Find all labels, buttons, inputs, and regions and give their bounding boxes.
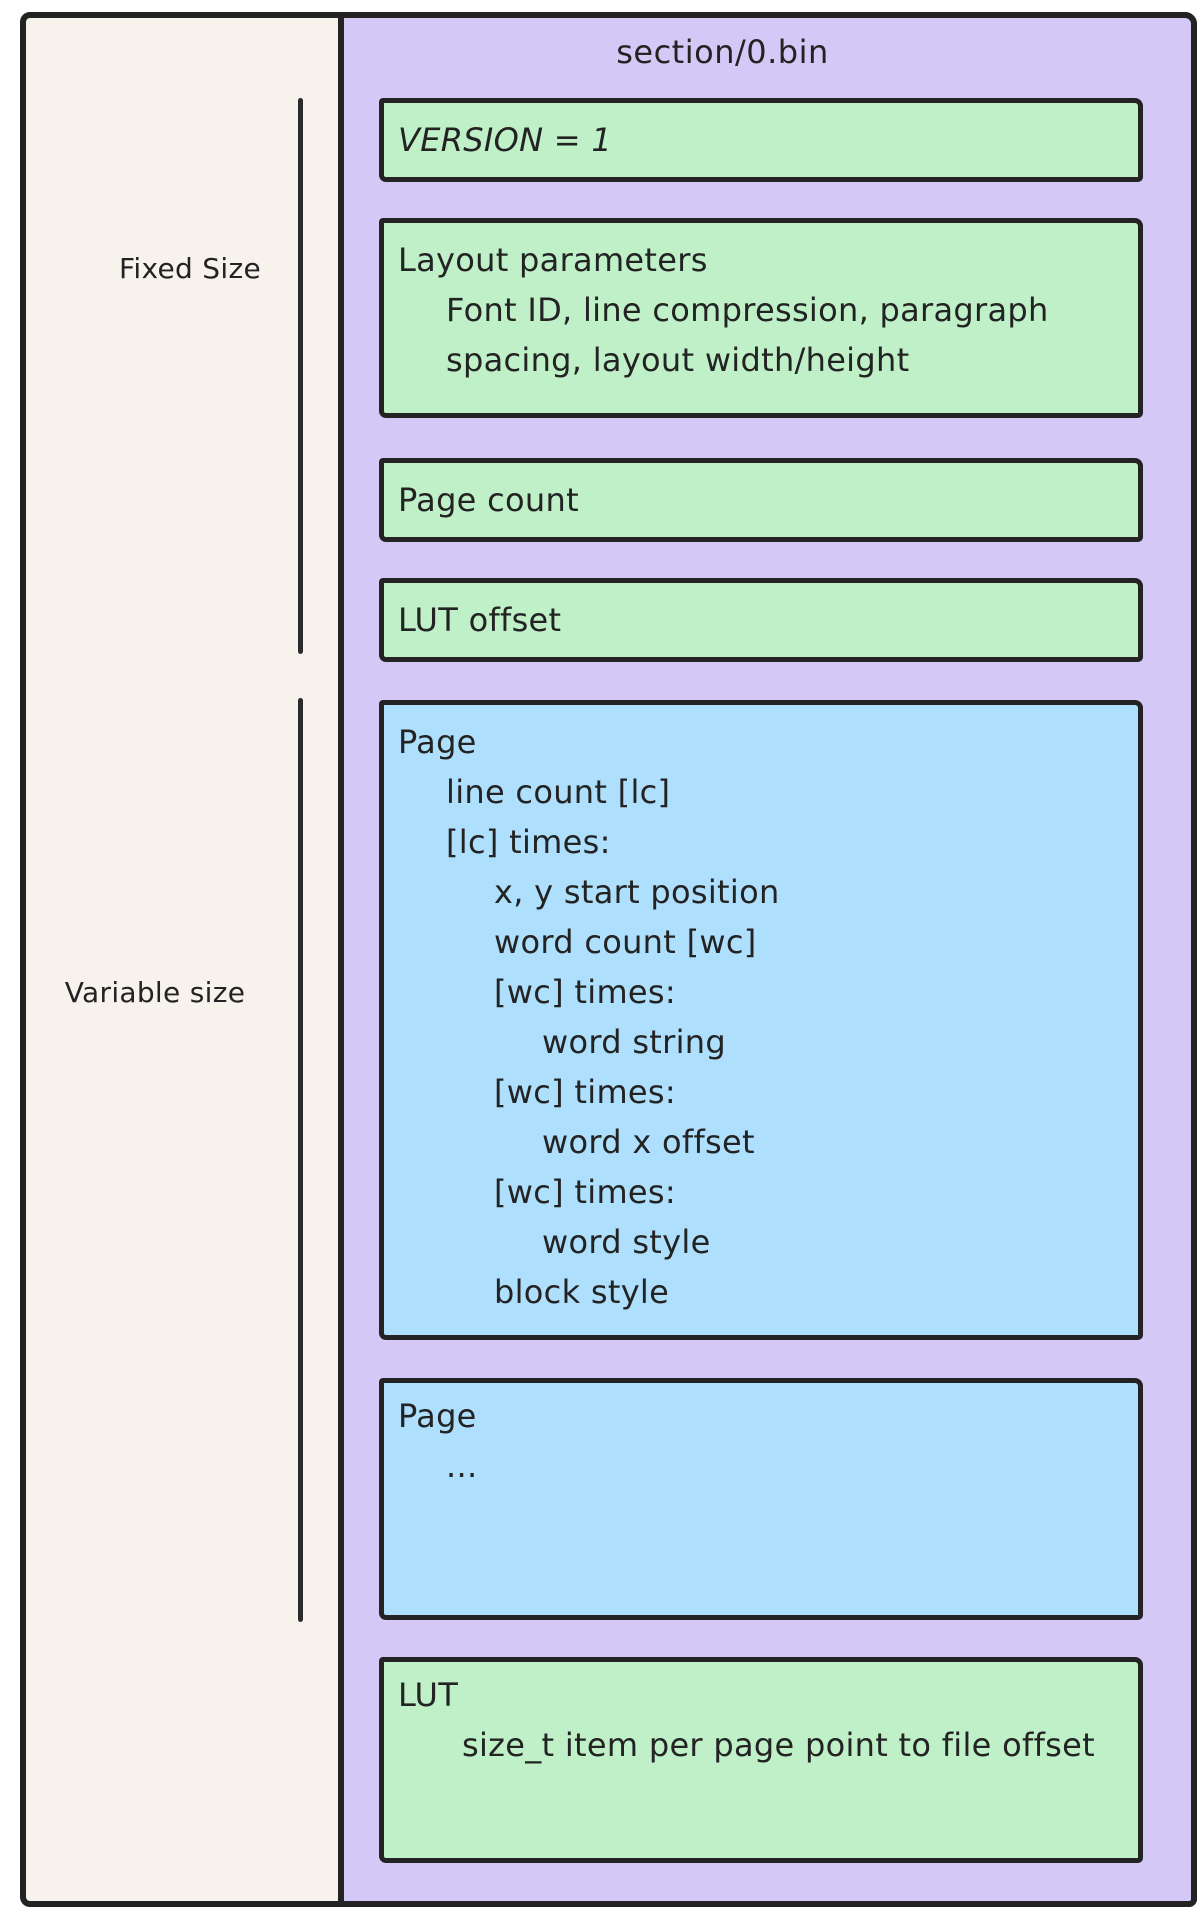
block-line: word style (542, 1223, 711, 1261)
block-line: size_t item per page point to file offse… (462, 1726, 1095, 1764)
section-file-title: section/0.bin (616, 33, 829, 71)
block-line: word string (542, 1023, 726, 1061)
block-line: Font ID, line compression, paragraph spa… (446, 291, 1049, 379)
block-page-detail: Page line count [lc] [lc] times: x, y st… (379, 700, 1143, 1340)
block-line: block style (494, 1273, 670, 1311)
block-line: word x offset (542, 1123, 755, 1161)
block-page-count: Page count (379, 458, 1143, 542)
block-line: VERSION = 1 (398, 121, 613, 159)
block-line: [wc] times: (494, 1073, 676, 1111)
block-line: word count [wc] (494, 923, 757, 961)
block-line: Page (398, 1397, 477, 1435)
block-line: LUT offset (398, 601, 562, 639)
block-line: [wc] times: (494, 1173, 676, 1211)
variable-size-label: Variable size (64, 976, 246, 1009)
block-layout-parameters: Layout parameters Font ID, line compress… (379, 218, 1143, 418)
block-lut: LUT size_t item per page point to file o… (379, 1657, 1143, 1863)
block-line: LUT (398, 1676, 459, 1714)
fixed-size-label: Fixed Size (119, 252, 261, 285)
fixed-size-bracket (298, 98, 303, 654)
block-line: Page (398, 723, 477, 761)
block-line: Layout parameters (398, 241, 708, 279)
block-line: ... (446, 1447, 478, 1485)
block-page-more: Page ... (379, 1378, 1143, 1620)
variable-size-bracket (298, 698, 303, 1622)
block-line: [lc] times: (446, 823, 611, 861)
block-line: Page count (398, 481, 579, 519)
block-line: x, y start position (494, 873, 780, 911)
block-lut-offset: LUT offset (379, 578, 1143, 662)
block-line: [wc] times: (494, 973, 676, 1011)
block-version: VERSION = 1 (379, 98, 1143, 182)
block-line: line count [lc] (446, 773, 671, 811)
